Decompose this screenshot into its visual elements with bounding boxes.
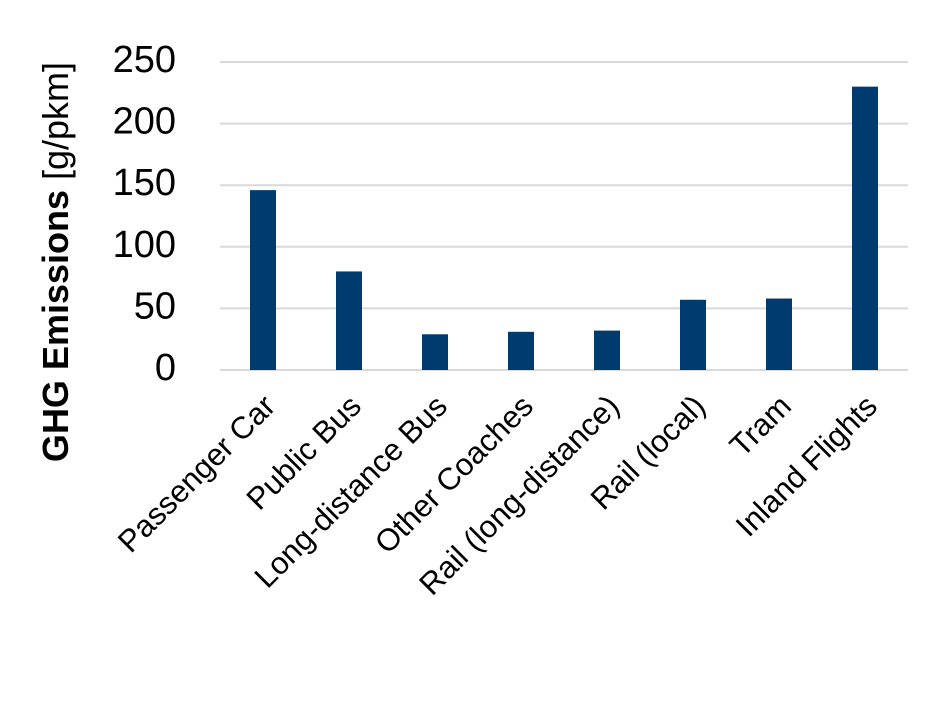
bar bbox=[594, 330, 620, 370]
y-tick-label: 250 bbox=[113, 39, 176, 81]
y-tick-label: 100 bbox=[113, 224, 176, 266]
bar bbox=[766, 298, 792, 370]
y-tick-label: 200 bbox=[113, 101, 176, 143]
y-axis-label: GHG Emissions [g/pkm] bbox=[35, 62, 76, 462]
bar bbox=[852, 86, 878, 370]
y-tick-label: 0 bbox=[155, 347, 176, 389]
bar bbox=[422, 334, 448, 370]
bar bbox=[250, 190, 276, 370]
x-tick-label: Tram bbox=[723, 388, 798, 463]
y-tick-label: 50 bbox=[134, 285, 176, 327]
bar bbox=[508, 331, 534, 370]
bar bbox=[336, 271, 362, 370]
x-tick-label: Passenger Car bbox=[111, 388, 282, 559]
bar bbox=[680, 299, 706, 370]
y-axis-label-bold: GHG Emissions bbox=[35, 190, 76, 462]
y-axis-label-unit: [g/pkm] bbox=[35, 62, 76, 180]
y-tick-label: 150 bbox=[113, 162, 176, 204]
